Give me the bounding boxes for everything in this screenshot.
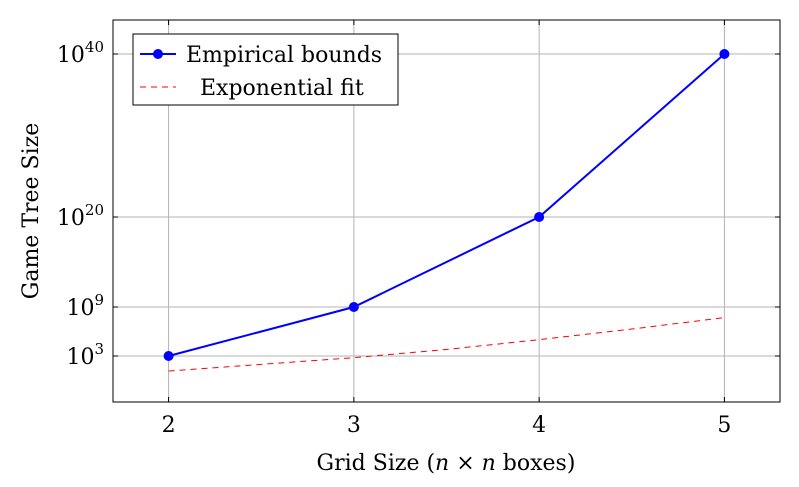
y-tick-labels: 103 109 1020 1040 <box>57 38 104 370</box>
data-point <box>534 212 545 222</box>
series-line-empirical <box>168 53 726 357</box>
x-tick-labels: 2 3 4 5 <box>162 413 732 438</box>
series-line-fit <box>168 317 725 372</box>
x-tick-label: 3 <box>347 413 361 438</box>
legend-label-fit: Exponential fit <box>200 76 364 101</box>
plot-frame <box>112 19 781 403</box>
legend-box <box>132 33 399 106</box>
x-tick-label: 2 <box>162 413 176 438</box>
data-point <box>163 351 174 361</box>
series-layer <box>163 49 730 372</box>
legend-marker-empirical <box>153 49 163 59</box>
x-axis-label: Grid Size (n × n boxes) <box>317 451 576 476</box>
tick-marks <box>113 20 780 402</box>
y-tick-label: 1020 <box>57 201 104 231</box>
y-tick-label: 103 <box>66 340 104 370</box>
data-point <box>719 49 730 59</box>
y-tick-label: 1040 <box>57 38 104 68</box>
legend-label-empirical: Empirical bounds <box>186 43 382 68</box>
y-axis-label: Game Tree Size <box>19 123 44 300</box>
x-tick-label: 4 <box>532 413 546 438</box>
data-point <box>348 302 359 312</box>
legend: Empirical bounds Exponential fit <box>132 33 399 106</box>
y-tick-label: 109 <box>66 291 104 321</box>
x-tick-label: 5 <box>717 413 731 438</box>
